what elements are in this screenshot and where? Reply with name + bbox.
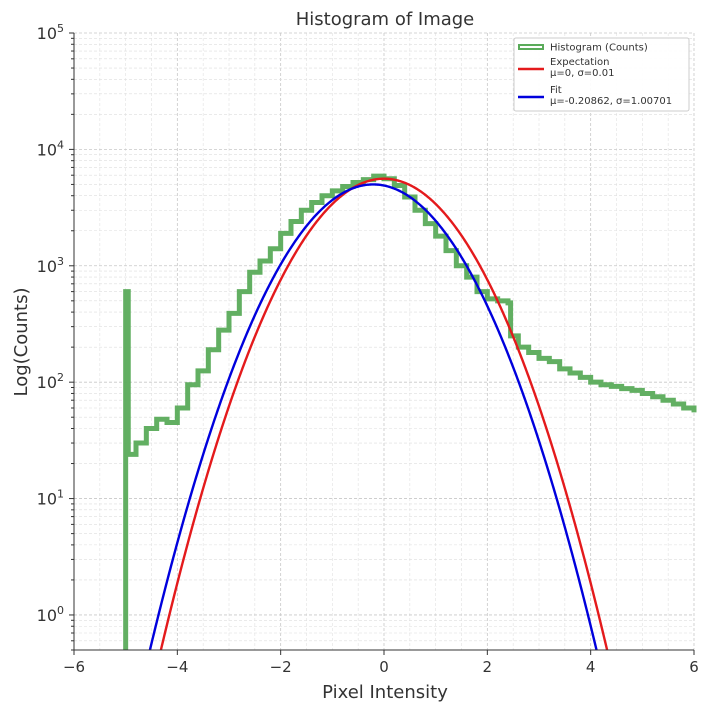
x-tick-label: 0 [379,658,389,676]
y-tick-label: 105 [37,22,64,43]
y-tick-label: 100 [37,604,64,625]
x-tick-label: 4 [586,658,596,676]
y-axis-label: Log(Counts) [11,287,32,396]
legend-label: Fit [550,85,562,96]
legend-label: μ=-0.20862, σ=1.00701 [550,96,672,107]
y-tick-label: 103 [37,255,64,276]
chart-title: Histogram of Image [296,9,475,30]
x-tick-label: −6 [63,658,85,676]
expectation-curve [155,177,613,657]
fit-curve [144,183,603,657]
x-tick-label: −2 [270,658,292,676]
x-axis-label: Pixel Intensity [322,682,448,703]
y-tick-label: 102 [37,371,64,392]
x-tick-label: −4 [166,658,188,676]
bottom-mask [0,650,709,711]
legend-box [513,37,690,112]
y-tick-label: 101 [37,488,64,509]
plot-area [0,173,709,711]
legend-label: μ=0, σ=0.01 [550,68,614,79]
x-tick-label: 6 [689,658,699,676]
legend-label: Histogram (Counts) [550,43,648,54]
axes: −6 −4 −2 0 2 4 6 100 101 102 103 104 105 [37,22,699,676]
legend-label: Expectation [550,57,609,68]
y-tick-label: 104 [37,138,64,159]
x-tick-label: 2 [483,658,493,676]
